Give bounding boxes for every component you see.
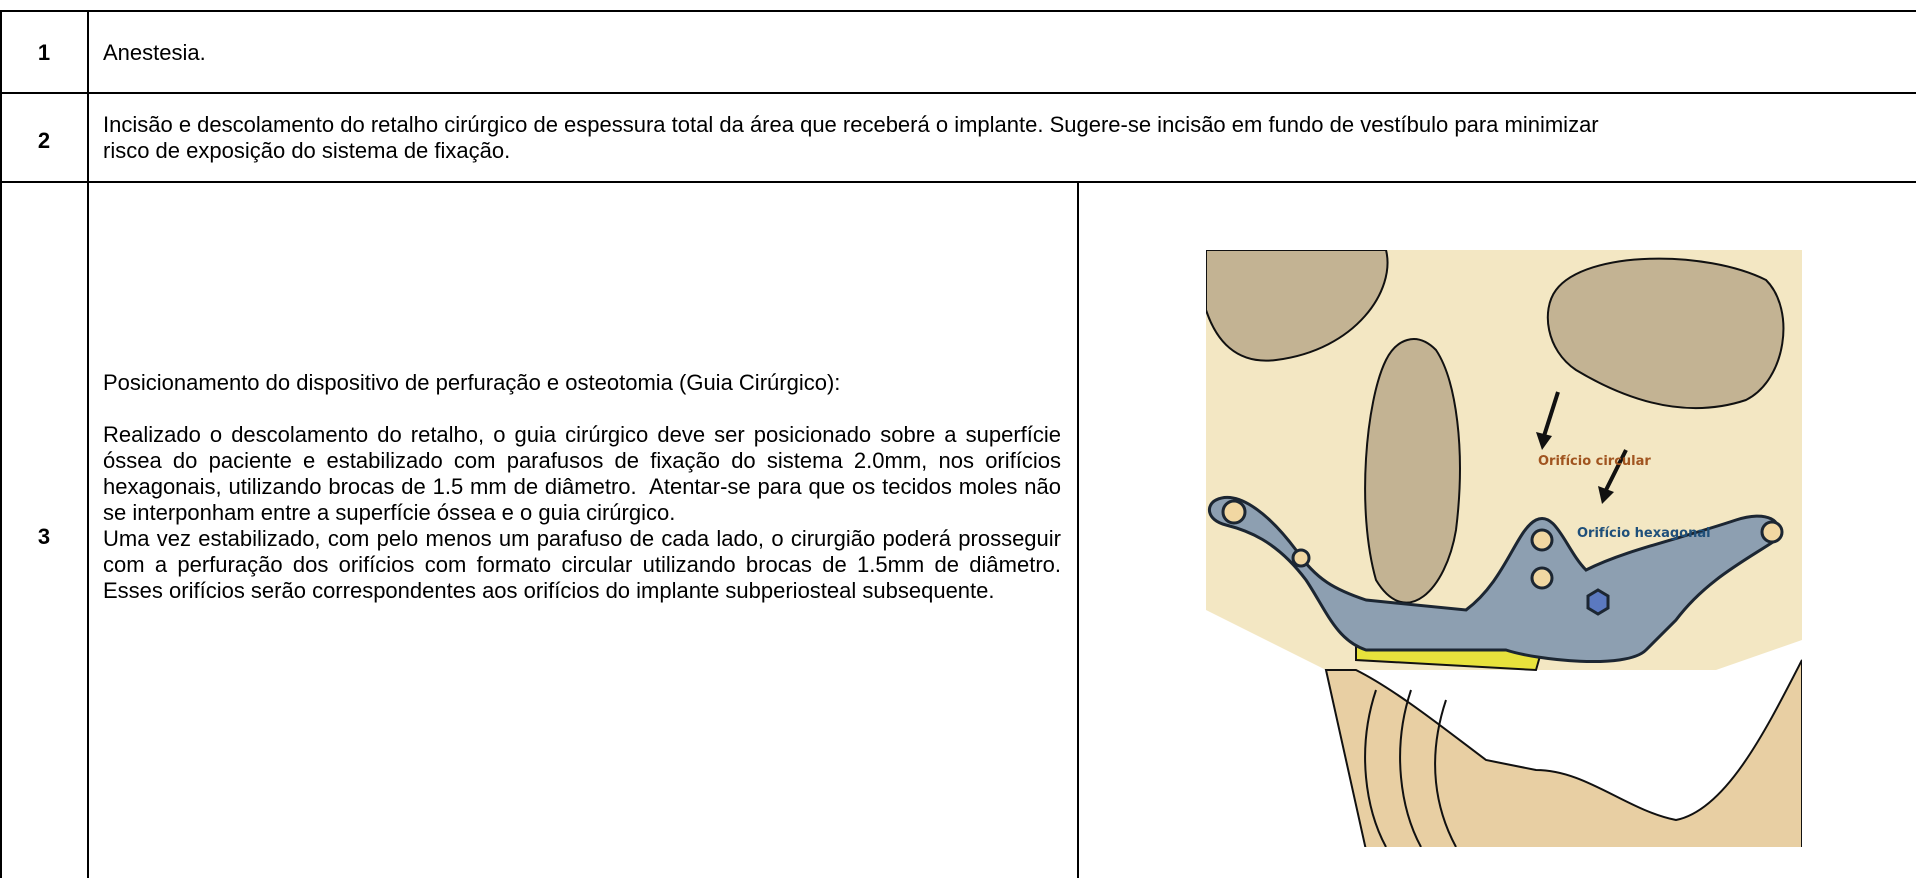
hole [1530,566,1554,590]
text-line: risco de exposição do sistema de fixação… [103,138,511,163]
border [1077,181,1079,878]
spacer [103,396,1061,422]
mandible [1324,659,1802,847]
hole [1760,520,1784,544]
paragraph: Realizado o descolamento do retalho, o g… [103,422,1068,525]
figure-label: Orifício hexagonal [1577,526,1711,541]
cell-text: Anestesia. [103,40,206,65]
guide-plate [1207,495,1780,663]
hole [1291,548,1311,568]
row-number: 3 [37,524,51,549]
orbit [1546,257,1785,410]
border [0,10,2,878]
border [87,10,89,878]
cell-text: Posicionamento do dispositivo de perfura… [103,370,1061,604]
figure-label: Orifício circular [1538,454,1651,469]
row-number: 1 [37,40,51,65]
cell-text: Incisão e descolamento do retalho cirúrg… [103,112,1599,164]
teeth [1364,689,1457,847]
border [0,10,1916,12]
arrow-head [1598,486,1614,504]
paragraph: Uma vez estabilizado, com pelo menos um … [103,526,1061,603]
orbit [1206,250,1389,362]
hole [1221,499,1247,525]
illustration: Orifício circular Orifício hexagonal [1206,250,1802,847]
border [0,181,1916,183]
sinus [1364,338,1461,604]
hole [1530,528,1554,552]
arrow-head [1536,432,1552,450]
heading: Posicionamento do dispositivo de perfura… [103,370,841,395]
text-line: Incisão e descolamento do retalho cirúrg… [103,112,1599,137]
hex-hole [1586,588,1610,616]
border [0,92,1916,94]
arrow [1604,449,1628,491]
arrow [1542,391,1560,437]
row-number: 2 [37,128,51,153]
